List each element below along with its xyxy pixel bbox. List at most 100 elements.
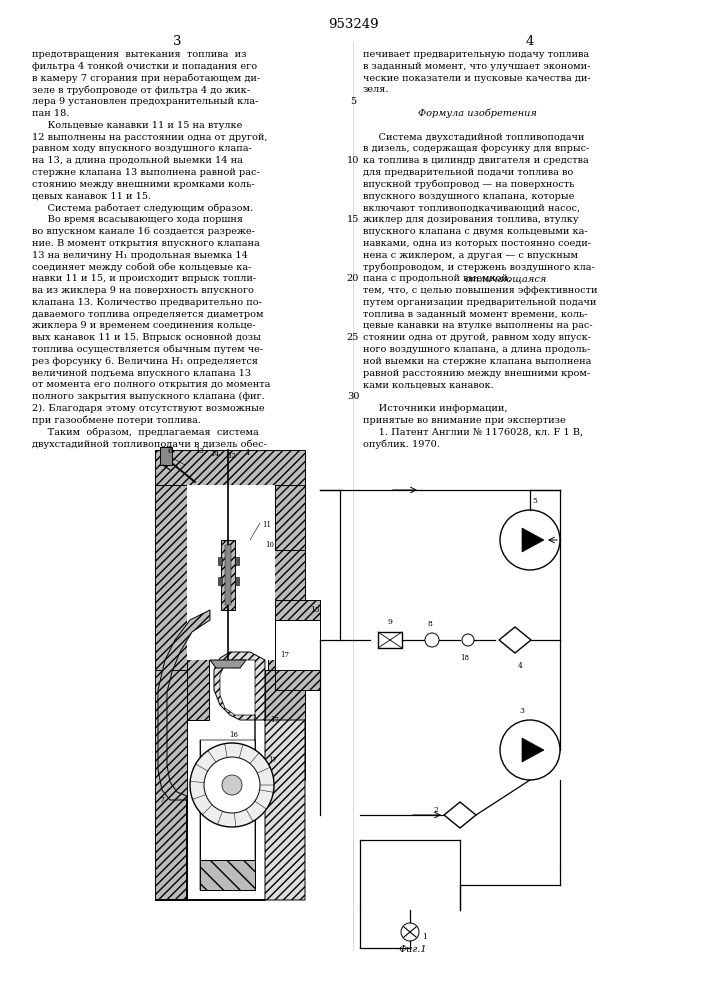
Bar [275,620,320,670]
Text: равном ходу впускного воздушного клапа-: равном ходу впускного воздушного клапа- [32,144,252,153]
Text: 6: 6 [168,447,173,455]
Text: 2). Благодаря этому отсутствуют возможные: 2). Благодаря этому отсутствуют возможны… [32,404,264,413]
Text: впускной трубопровод — на поверхность: впускной трубопровод — на поверхность [363,180,574,189]
Text: 12: 12 [228,452,237,460]
Text: цевые канавки на втулке выполнены на рас-: цевые канавки на втулке выполнены на рас… [363,321,592,330]
Text: 15: 15 [347,215,359,224]
Text: пан 18.: пан 18. [32,109,69,118]
Circle shape [222,775,242,795]
Text: жиклера 9 и временем соединения кольце-: жиклера 9 и временем соединения кольце- [32,321,256,330]
Polygon shape [444,802,476,828]
Text: во впускном канале 16 создается разреже-: во впускном канале 16 создается разреже- [32,227,255,236]
Text: на 13, а длина продольной выемки 14 на: на 13, а длина продольной выемки 14 на [32,156,243,165]
Text: навки 11 и 15, и происходит впрыск топли-: навки 11 и 15, и происходит впрыск топли… [32,274,256,283]
Text: ной выемки на стержне клапана выполнена: ной выемки на стержне клапана выполнена [363,357,591,366]
Bar [155,670,187,900]
Text: впускного воздушного клапана, которые: впускного воздушного клапана, которые [363,192,574,201]
Text: 14: 14 [211,450,219,458]
Text: стержне клапана 13 выполнена равной рас-: стержне клапана 13 выполнена равной рас- [32,168,259,177]
Text: 20: 20 [347,274,359,283]
Text: при газообмене потери топлива.: при газообмене потери топлива. [32,416,201,425]
Text: равной расстоянию между внешними кром-: равной расстоянию между внешними кром- [363,369,590,378]
Text: 5: 5 [532,497,537,505]
Text: для предварительной подачи топлива во: для предварительной подачи топлива во [363,168,573,177]
Text: включают топливоподкачивающий насос,: включают топливоподкачивающий насос, [363,203,580,212]
Text: клапана 13. Количество предварительно по-: клапана 13. Количество предварительно по… [32,298,262,307]
Circle shape [204,757,260,813]
Text: от момента его полного открытия до момента: от момента его полного открытия до момен… [32,380,270,389]
Text: 1. Патент Англии № 1176028, кл. F 1 B,: 1. Патент Англии № 1176028, кл. F 1 B, [363,428,583,437]
Text: 953249: 953249 [327,18,378,31]
Text: 4: 4 [518,662,522,670]
Text: 9: 9 [387,618,392,626]
Text: 15: 15 [310,606,320,614]
Text: 2: 2 [433,806,438,814]
Text: зеля.: зеля. [363,85,390,94]
Text: Система двухстадийной топливоподачи: Система двухстадийной топливоподачи [363,133,585,142]
Text: ва из жиклера 9 на поверхность впускного: ва из жиклера 9 на поверхность впускного [32,286,254,295]
Text: 12 выполнены на расстоянии одна от другой,: 12 выполнены на расстоянии одна от друго… [32,133,267,142]
Circle shape [500,510,560,570]
Text: нена с жиклером, а другая — с впускным: нена с жиклером, а другая — с впускным [363,251,578,260]
Bar [275,485,305,550]
Text: рез форсунку 6. Величина H₁ определяется: рез форсунку 6. Величина H₁ определяется [32,357,258,366]
Polygon shape [155,610,210,900]
Text: 11: 11 [262,521,271,529]
Text: полного закрытия выпускного клапана (фиг.: полного закрытия выпускного клапана (фиг… [32,392,264,401]
Text: Источники информации,: Источники информации, [363,404,508,413]
Text: опублик. 1970.: опублик. 1970. [363,439,440,449]
Text: тем, что, с целью повышения эффективности: тем, что, с целью повышения эффективност… [363,286,597,295]
Bar [235,577,239,585]
Polygon shape [522,528,544,552]
Text: топлива в заданный момент времени, коль-: топлива в заданный момент времени, коль- [363,310,588,319]
Polygon shape [210,660,246,668]
Text: 13 на величину H₁ продольная выемка 14: 13 на величину H₁ продольная выемка 14 [32,251,248,260]
Text: 7: 7 [160,796,165,804]
Text: печивает предварительную подачу топлива: печивает предварительную подачу топлива [363,50,589,59]
Text: Таким  образом,  предлагаемая  система: Таким образом, предлагаемая система [32,428,259,437]
Bar [155,450,305,485]
Text: 1: 1 [245,449,250,457]
Text: 17: 17 [280,651,289,659]
Text: 10: 10 [265,541,274,549]
Text: Система работает следующим образом.: Система работает следующим образом. [32,203,253,213]
Text: в заданный момент, что улучшает экономи-: в заданный момент, что улучшает экономи- [363,62,590,71]
Circle shape [401,923,419,941]
Text: 17: 17 [268,756,277,764]
Text: Кольцевые канавки 11 и 15 на втулке: Кольцевые канавки 11 и 15 на втулке [32,121,243,130]
Text: двухстадийной топливоподачи в дизель обес-: двухстадийной топливоподачи в дизель обе… [32,439,267,449]
Text: 25: 25 [347,333,359,342]
Bar [235,557,239,565]
Text: 13: 13 [196,447,204,455]
Text: лера 9 установлен предохранительный кла-: лера 9 установлен предохранительный кла- [32,97,258,106]
Text: 5: 5 [350,97,356,106]
Bar [187,485,275,660]
Text: 18: 18 [460,654,469,662]
Text: Формула изобретения: Формула изобретения [418,109,537,118]
Text: жиклер для дозирования топлива, втулку: жиклер для дозирования топлива, втулку [363,215,578,224]
Bar [160,447,172,465]
Polygon shape [522,738,544,762]
Bar [218,577,222,585]
Bar [265,670,305,780]
Bar [378,632,402,648]
Text: путем организации предварительной подачи: путем организации предварительной подачи [363,298,597,307]
Text: ного воздушного клапана, а длина продоль-: ного воздушного клапана, а длина продоль… [363,345,590,354]
Text: топлива осуществляется обычным путем че-: топлива осуществляется обычным путем че- [32,345,263,355]
Text: Фиг.1: Фиг.1 [399,945,427,954]
Text: 8: 8 [428,620,433,628]
Text: Во время всасывающего хода поршня: Во время всасывающего хода поршня [32,215,243,224]
Bar [187,635,209,720]
Text: ние. В момент открытия впускного клапана: ние. В момент открытия впускного клапана [32,239,259,248]
Text: 3: 3 [520,707,525,715]
Text: вых канавок 11 и 15. Впрыск основной дозы: вых канавок 11 и 15. Впрыск основной доз… [32,333,261,342]
Text: 16: 16 [230,731,238,739]
Circle shape [500,720,560,780]
Circle shape [462,634,474,646]
Text: пана с продольной выемкой,: пана с продольной выемкой, [363,274,514,283]
Text: 30: 30 [347,392,359,401]
Polygon shape [200,660,255,890]
Text: 4: 4 [526,35,534,48]
Bar [275,670,320,690]
Text: цевых канавок 11 и 15.: цевых канавок 11 и 15. [32,192,151,201]
